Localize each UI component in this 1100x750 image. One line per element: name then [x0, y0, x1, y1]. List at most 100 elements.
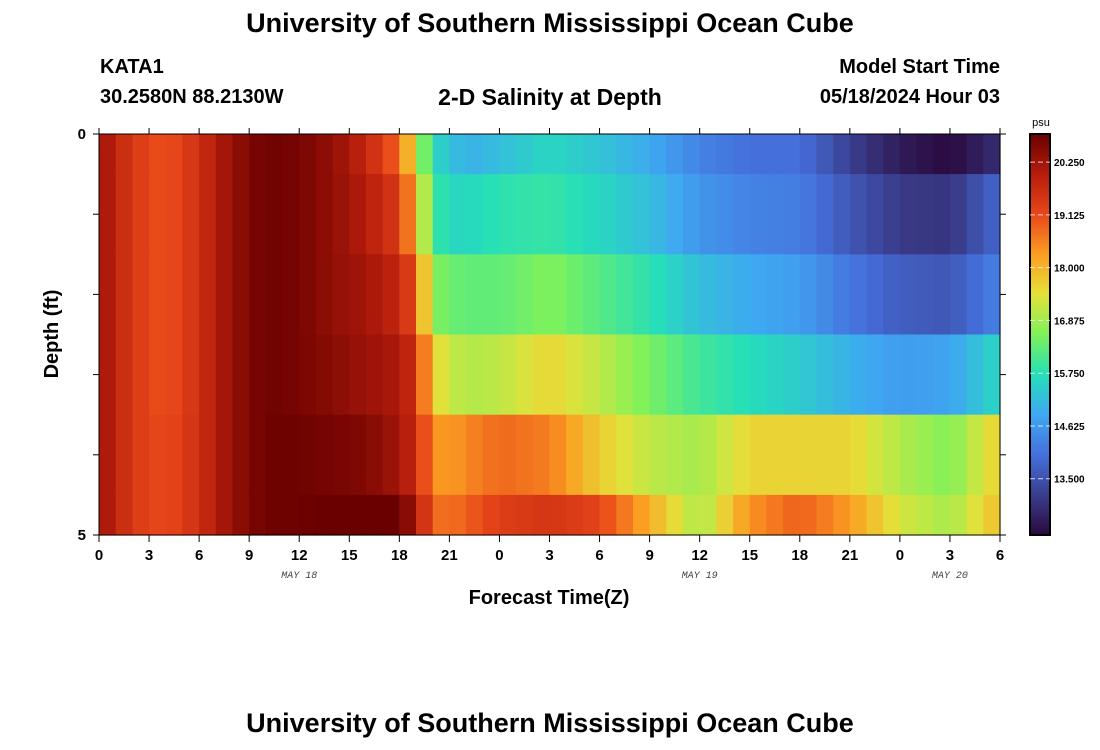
heatmap-cell [516, 414, 534, 496]
heatmap-cell [215, 414, 234, 496]
heatmap-cell [899, 134, 918, 175]
heatmap-cell [866, 494, 884, 536]
heatmap-cell [816, 134, 834, 175]
heatmap-cell [99, 134, 117, 175]
heatmap-cell [933, 494, 951, 536]
heatmap-cell [349, 174, 367, 255]
heatmap-cell [749, 254, 768, 336]
heatmap-cell [315, 254, 334, 336]
y-axis: 05 [78, 126, 1006, 544]
heatmap-cell [382, 414, 400, 496]
heatmap-cell [182, 134, 200, 175]
x-tick-label: 21 [441, 547, 458, 564]
colorbar-label: 20.250 [1054, 158, 1085, 169]
heatmap-cell [966, 134, 984, 175]
heatmap-cell [582, 414, 601, 496]
heatmap-cell [983, 134, 1001, 175]
heatmap-cell [566, 414, 584, 496]
heatmap-cell [933, 134, 951, 175]
heatmap-cell [499, 134, 517, 175]
heatmap-cell [482, 134, 501, 175]
x-tick-label: 18 [791, 547, 808, 564]
heatmap-cell [966, 414, 984, 496]
heatmap-cell [265, 254, 284, 336]
heatmap-cell [649, 414, 667, 496]
heatmap-cell [549, 254, 567, 336]
heatmap-cell [182, 254, 200, 336]
heatmap-cell [466, 414, 484, 496]
colorbar-label: 18.000 [1054, 264, 1085, 275]
heatmap-cell [516, 334, 534, 416]
x-tick-label: 3 [145, 547, 153, 564]
heatmap-cell [466, 254, 484, 336]
heatmap-cell [816, 254, 834, 336]
heatmap-cell [249, 134, 267, 175]
heatmap-cell [582, 254, 601, 336]
heatmap-cell [332, 254, 350, 336]
model-start-label: Model Start Time [839, 56, 1000, 78]
heatmap-cell [766, 494, 784, 536]
heatmap-cell [983, 334, 1001, 416]
heatmap-cell [182, 414, 200, 496]
heatmap-cell [499, 334, 517, 416]
heatmap-cell [399, 334, 417, 416]
heatmap-cell [783, 254, 801, 336]
heatmap-cell [916, 414, 934, 496]
heatmap-cell [749, 334, 768, 416]
heatmap-cell [499, 494, 517, 536]
heatmap-cell [432, 174, 450, 255]
heatmap-cell [766, 134, 784, 175]
heatmap-cell [249, 334, 267, 416]
heatmap-cell [365, 174, 384, 255]
heatmap-cell [265, 134, 284, 175]
heatmap-cell [916, 254, 934, 336]
heatmap-cell [466, 494, 484, 536]
heatmap-cell [966, 494, 984, 536]
heatmap-cell [399, 174, 417, 255]
heatmap-cell [682, 254, 701, 336]
heatmap-cell [282, 174, 300, 255]
x-tick-label: 9 [245, 547, 253, 564]
heatmap-cell [282, 494, 300, 536]
heatmap-cell [666, 334, 684, 416]
x-tick-label: 15 [741, 547, 758, 564]
heatmap-cell [566, 334, 584, 416]
heatmap-cell [199, 414, 217, 496]
heatmap-cell [282, 334, 300, 416]
heatmap-cell [682, 414, 701, 496]
heatmap-cell [883, 254, 901, 336]
heatmap-cell [549, 494, 567, 536]
heatmap-cell [399, 414, 417, 496]
heatmap-cell [566, 494, 584, 536]
heatmap-cell [165, 174, 184, 255]
heatmap-cell [699, 334, 717, 416]
colorbar-unit: psu [1032, 117, 1050, 129]
heatmap-cell [899, 174, 918, 255]
heatmap-cell [682, 134, 701, 175]
heatmap-cell [632, 174, 651, 255]
heatmap-cell [716, 254, 734, 336]
colorbar: psu 20.250 19.125 18.000 16.875 15.750 14.625… [1029, 117, 1085, 536]
heatmap-cell [599, 334, 617, 416]
heatmap-cell [165, 414, 184, 496]
heatmap-cell [899, 254, 918, 336]
heatmap-cell [149, 174, 167, 255]
heatmap-cell [299, 134, 317, 175]
heatmap-cell [682, 174, 701, 255]
heatmap-cell [215, 494, 234, 536]
heatmap-cell [115, 334, 133, 416]
heatmap-cell [966, 334, 984, 416]
colorbar-label: 14.625 [1054, 422, 1085, 433]
heatmap-cell [215, 334, 234, 416]
heatmap-cell [816, 334, 834, 416]
heatmap-cell [666, 134, 684, 175]
heatmap-cell [916, 334, 934, 416]
heatmap-cell [582, 174, 601, 255]
heatmap-cell [432, 414, 450, 496]
heatmap-cell [582, 134, 601, 175]
colorbar-gradient [1029, 133, 1051, 536]
heatmap-cell [716, 174, 734, 255]
heatmap-cell [365, 254, 384, 336]
date-label: MAY 20 [932, 571, 968, 582]
x-axis: 0 3 6 9 12 15 18 21 0 3 6 9 12 15 18 21 0 3 6 MAY 18 MAY 19 M… [95, 128, 1004, 582]
